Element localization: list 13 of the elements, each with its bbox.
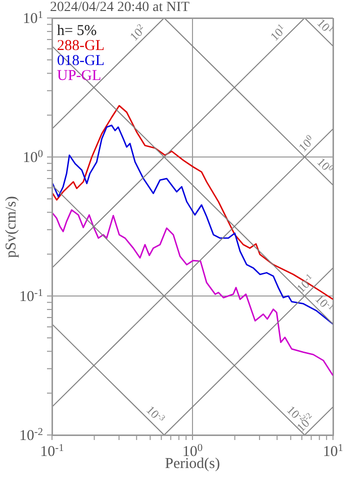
y-axis-title: pSv(cm/s) [4, 196, 20, 258]
text: 288-GL [57, 38, 104, 54]
y-tick-label: 10$^{-2}$ [19, 426, 43, 444]
y-tick-label: 10$^{-1}$ [19, 288, 43, 305]
y-tick-label: 10$^{1}$ [22, 10, 43, 27]
text: UP-GL [57, 68, 102, 84]
annotation: h= 5% [57, 23, 98, 39]
x-tick-label: 10$^{-1}$ [40, 442, 64, 460]
y-tick-label: 10$^{0}$ [22, 148, 43, 166]
chart-title: 2024/04/24 20:40 at NIT [50, 0, 190, 16]
x-axis-title: Period(s) [165, 456, 220, 472]
x-tick-label: 10$^{1}$ [322, 442, 344, 460]
text: 018-GL [57, 53, 104, 69]
